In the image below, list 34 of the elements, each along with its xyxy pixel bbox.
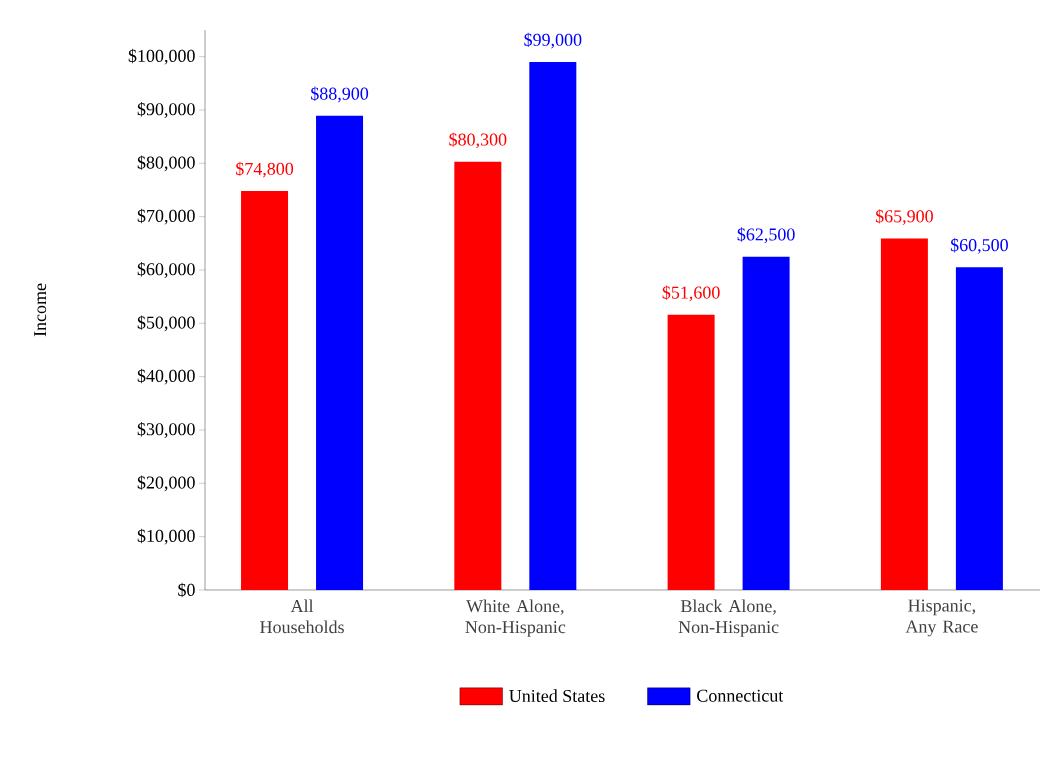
x-tick-label: All Households <box>260 599 344 634</box>
x-tick-label: Hispanic, Any Race <box>905 599 978 637</box>
bar <box>529 61 577 590</box>
y-tick-label: $10,000 <box>137 528 195 545</box>
y-tick-label: $90,000 <box>137 102 195 118</box>
y-tick-label: $100,000 <box>128 48 195 65</box>
y-tick-label: $80,000 <box>137 155 195 172</box>
data-label: $65,900 <box>875 209 933 225</box>
y-tick-label: $50,000 <box>137 315 195 332</box>
data-label: $60,500 <box>950 237 1008 254</box>
y-tick-label: $40,000 <box>137 368 195 385</box>
data-label: $62,500 <box>737 227 795 244</box>
bar <box>316 115 364 590</box>
data-label: $80,300 <box>449 132 507 149</box>
data-label: $74,800 <box>236 161 294 178</box>
data-label: $51,600 <box>662 285 720 302</box>
bar <box>241 191 289 590</box>
y-tick-label: $30,000 <box>137 422 195 438</box>
legend-label: Connecticut <box>697 689 784 702</box>
data-label: $99,000 <box>524 32 582 49</box>
bar <box>667 314 715 590</box>
y-tick-label: $70,000 <box>137 208 195 225</box>
y-tick-label: $0 <box>178 582 195 598</box>
legend-label: United States <box>509 689 605 703</box>
x-tick-label: White Alone, Non-Hispanic <box>465 599 566 637</box>
bar <box>454 161 502 590</box>
x-tick-label: Black Alone, Non-Hispanic <box>678 599 779 637</box>
y-axis-title: Income <box>34 283 47 337</box>
bar <box>880 238 928 590</box>
data-label: $88,900 <box>311 86 369 103</box>
y-tick-label: $60,000 <box>137 262 195 278</box>
bar <box>955 267 1003 590</box>
y-tick-label: $20,000 <box>137 475 195 492</box>
bar <box>742 256 790 590</box>
